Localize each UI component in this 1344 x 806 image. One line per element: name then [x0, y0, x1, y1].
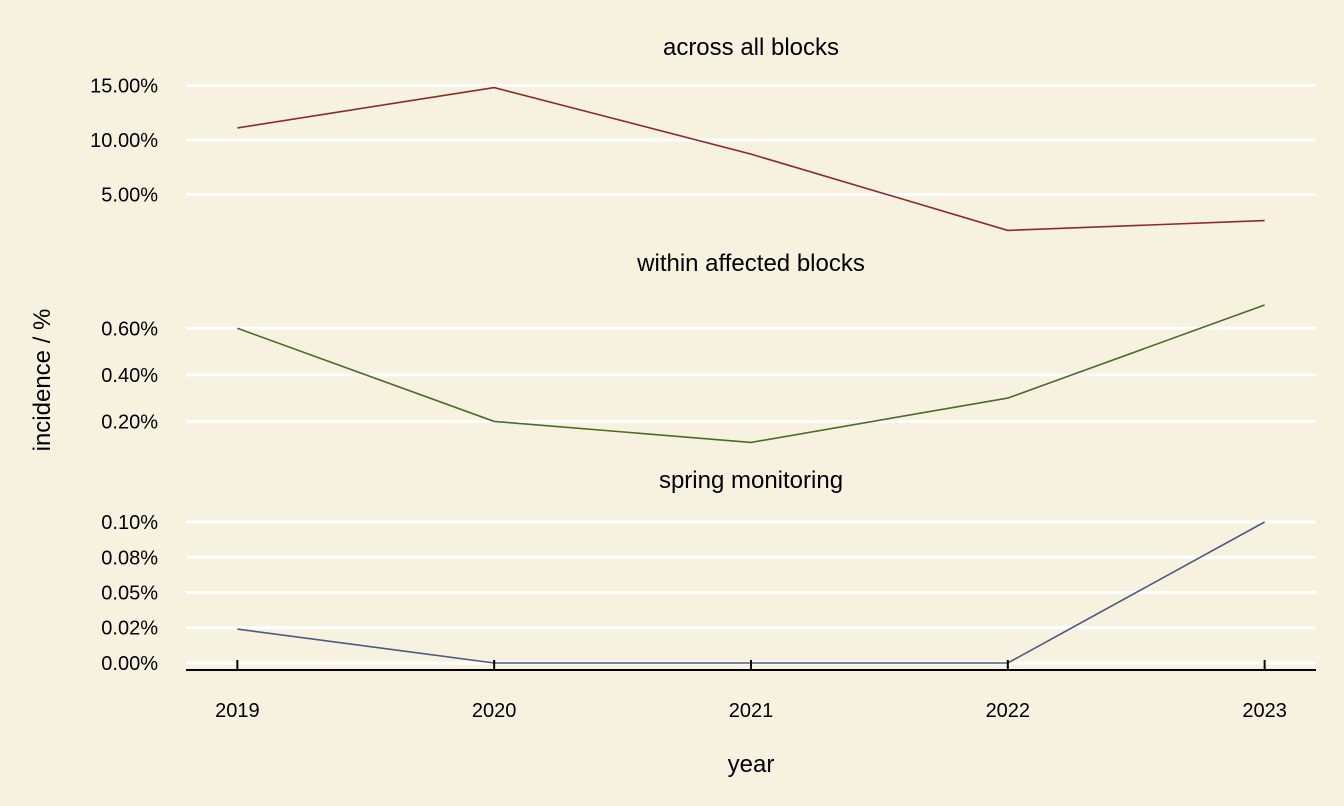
- y-tick-label: 15.00%: [90, 75, 158, 97]
- panel-title: across all blocks: [663, 34, 839, 61]
- panel-0: 5.00% 10.00% 15.00% across all blocks: [90, 34, 1316, 232]
- x-tick-label: 2019: [215, 700, 260, 722]
- series-line-0: [237, 86, 1265, 232]
- y-tick-label: 5.00%: [101, 184, 158, 206]
- y-tick-label: 0.10%: [101, 512, 158, 534]
- y-axis-title: incidence / %: [29, 309, 56, 452]
- x-tick-label: 2020: [472, 700, 517, 722]
- panel-title: within affected blocks: [636, 250, 865, 277]
- y-tick-label: 0.60%: [101, 318, 158, 340]
- y-tick-label: 0.40%: [101, 365, 158, 387]
- y-tick-label: 0.00%: [101, 653, 158, 675]
- x-tick-label: 2021: [729, 700, 774, 722]
- x-tick-label: 2023: [1242, 700, 1287, 722]
- y-tick-label: 0.05%: [101, 583, 158, 605]
- y-tick-label: 0.02%: [101, 618, 158, 640]
- panel-1: 0.20% 0.40% 0.60% within affected blocks: [101, 250, 1316, 444]
- x-axis-title: year: [728, 751, 775, 778]
- series-line-1: [237, 304, 1265, 444]
- panel-title: spring monitoring: [659, 467, 843, 494]
- x-axis: 2019 2020 2021 2022 2023: [186, 660, 1316, 722]
- y-tick-label: 10.00%: [90, 130, 158, 152]
- y-tick-label: 0.20%: [101, 411, 158, 433]
- y-tick-label: 0.08%: [101, 547, 158, 569]
- x-tick-label: 2022: [986, 700, 1031, 722]
